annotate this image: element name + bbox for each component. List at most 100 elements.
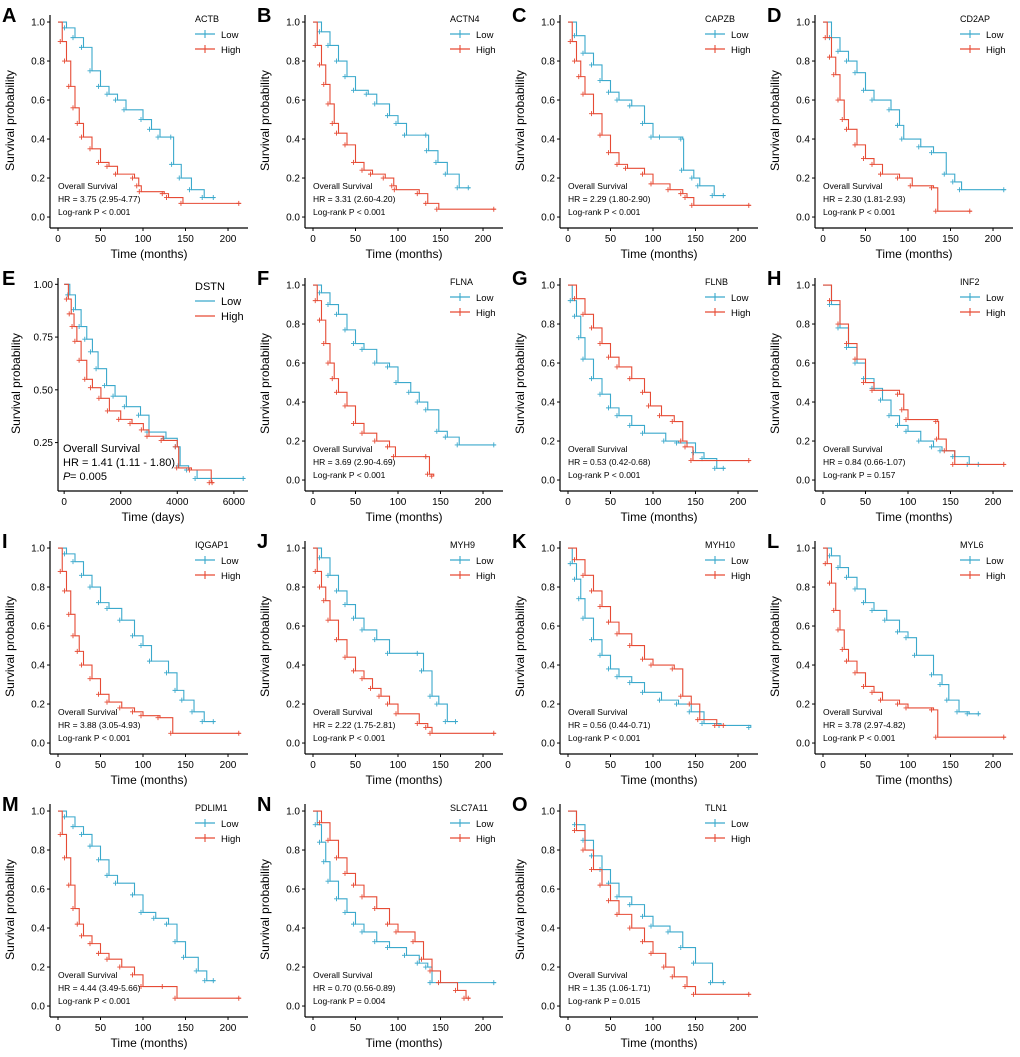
censor-mark (138, 117, 144, 123)
y-tick-label: 0.4 (286, 924, 300, 935)
legend-label-low: Low (476, 819, 494, 830)
censor-mark (657, 697, 663, 703)
censor-mark (691, 991, 697, 997)
censor-mark (436, 980, 442, 986)
censor-mark (350, 341, 356, 347)
x-axis-label: Time (months) (111, 773, 188, 787)
km-panel-h: H 0.0 0.2 0.4 0.6 0.8 1.0 0 50 100 150 200 Time (mon… (765, 263, 1020, 526)
censor-mark (210, 195, 216, 201)
y-tick-label: 0.6 (541, 96, 555, 107)
censor-mark (640, 389, 646, 395)
censor-mark (359, 430, 365, 436)
censor-mark (434, 428, 440, 434)
x-axis-label: Time (months) (876, 773, 953, 787)
km-panel-d: D 0.0 0.2 0.4 0.6 0.8 1.0 0 50 100 150 200 Time (mon… (765, 0, 1020, 263)
censor-mark (359, 929, 365, 935)
censor-mark (571, 296, 577, 302)
censor-mark (316, 62, 322, 68)
survival-curve-high (312, 810, 471, 999)
legend-label-high: High (731, 45, 751, 56)
censor-mark (580, 91, 586, 97)
censor-mark (78, 134, 84, 140)
y-tick-label: 0.4 (286, 135, 300, 146)
censor-mark (130, 633, 136, 639)
censor-mark (648, 181, 654, 187)
y-tick-label: 0.0 (541, 739, 555, 750)
censor-mark (878, 171, 884, 177)
censor-mark (835, 627, 841, 633)
x-tick-label: 50 (605, 760, 617, 771)
censor-mark (895, 391, 901, 397)
survival-curve-low (822, 21, 1006, 191)
hazard-ratio: HR = 0.53 (0.42-0.68) (568, 457, 651, 467)
censor-mark (121, 404, 127, 410)
censor-mark (350, 420, 356, 426)
legend-label-low: Low (221, 819, 239, 830)
censor-mark (130, 175, 136, 181)
x-tick-label: 200 (475, 234, 492, 245)
censor-mark (669, 419, 675, 425)
censor-mark (134, 183, 140, 189)
x-tick-label: 0 (565, 497, 571, 508)
censor-mark (746, 991, 752, 997)
censor-mark (179, 697, 185, 703)
x-axis-label: Time (months) (366, 1036, 443, 1050)
censor-mark (193, 968, 199, 974)
censor-mark (835, 565, 841, 571)
censor-mark (159, 191, 165, 197)
x-tick-label: 0 (310, 1023, 316, 1034)
x-tick-label: 200 (220, 760, 237, 771)
x-axis-label: Time (months) (876, 510, 953, 524)
y-tick-label: 0.0 (31, 739, 45, 750)
y-tick-label: 0.4 (31, 661, 45, 672)
x-tick-label: 50 (350, 1023, 362, 1034)
censor-mark (678, 191, 684, 197)
censor-mark (576, 596, 582, 602)
legend-label-high: High (731, 834, 751, 845)
censor-mark (895, 701, 901, 707)
censor-mark (372, 637, 378, 643)
censor-mark (117, 705, 123, 711)
censor-mark (627, 422, 633, 428)
legend-label-high: High (986, 45, 1006, 56)
x-tick-label: 100 (645, 497, 662, 508)
x-tick-label: 50 (860, 760, 872, 771)
y-tick-label: 0.8 (541, 583, 555, 594)
censor-mark (333, 389, 339, 395)
hazard-ratio: HR = 0.70 (0.56-0.89) (313, 983, 396, 993)
censor-mark (648, 662, 654, 668)
censor-mark (614, 911, 620, 917)
x-tick-label: 100 (135, 1023, 152, 1034)
y-axis-label: Survival probability (9, 333, 23, 434)
x-tick-label: 150 (942, 497, 959, 508)
y-tick-label: 0.6 (796, 359, 810, 370)
censor-mark (571, 313, 577, 319)
legend-title: MYH9 (450, 540, 475, 550)
y-axis-label: Survival probability (768, 70, 782, 171)
km-panel-j: J 0.0 0.2 0.4 0.6 0.8 1.0 0 50 100 150 200 Time (mon… (255, 526, 510, 789)
censor-mark (950, 179, 956, 185)
x-tick-label: 200 (475, 760, 492, 771)
legend-label-low: Low (986, 293, 1004, 304)
censor-mark (580, 356, 586, 362)
censor-mark (325, 837, 331, 843)
y-axis-label: Survival probability (3, 859, 17, 960)
km-plot: E 0.25 0.50 0.75 1.00 0 2000 4000 6000 Time (days… (2, 268, 248, 524)
hazard-ratio: HR = 2.30 (1.81-2.93) (823, 194, 906, 204)
annotation-title: Overall Survival (568, 181, 628, 191)
censor-mark (640, 171, 646, 177)
censor-mark (648, 923, 654, 929)
censor-mark (567, 39, 573, 45)
censor-mark (121, 107, 127, 113)
censor-mark (886, 107, 892, 113)
x-tick-label: 100 (135, 234, 152, 245)
censor-mark (104, 605, 110, 611)
legend-title: DSTN (195, 281, 225, 293)
censor-mark (325, 617, 331, 623)
y-tick-label: 0.4 (31, 135, 45, 146)
x-tick-label: 200 (730, 497, 747, 508)
y-tick-label: 1.0 (31, 18, 45, 29)
censor-mark (720, 465, 726, 471)
censor-mark (342, 654, 348, 660)
km-panel-m: M 0.0 0.2 0.4 0.6 0.8 1.0 0 50 100 150 200 Time (mon… (0, 789, 255, 1052)
